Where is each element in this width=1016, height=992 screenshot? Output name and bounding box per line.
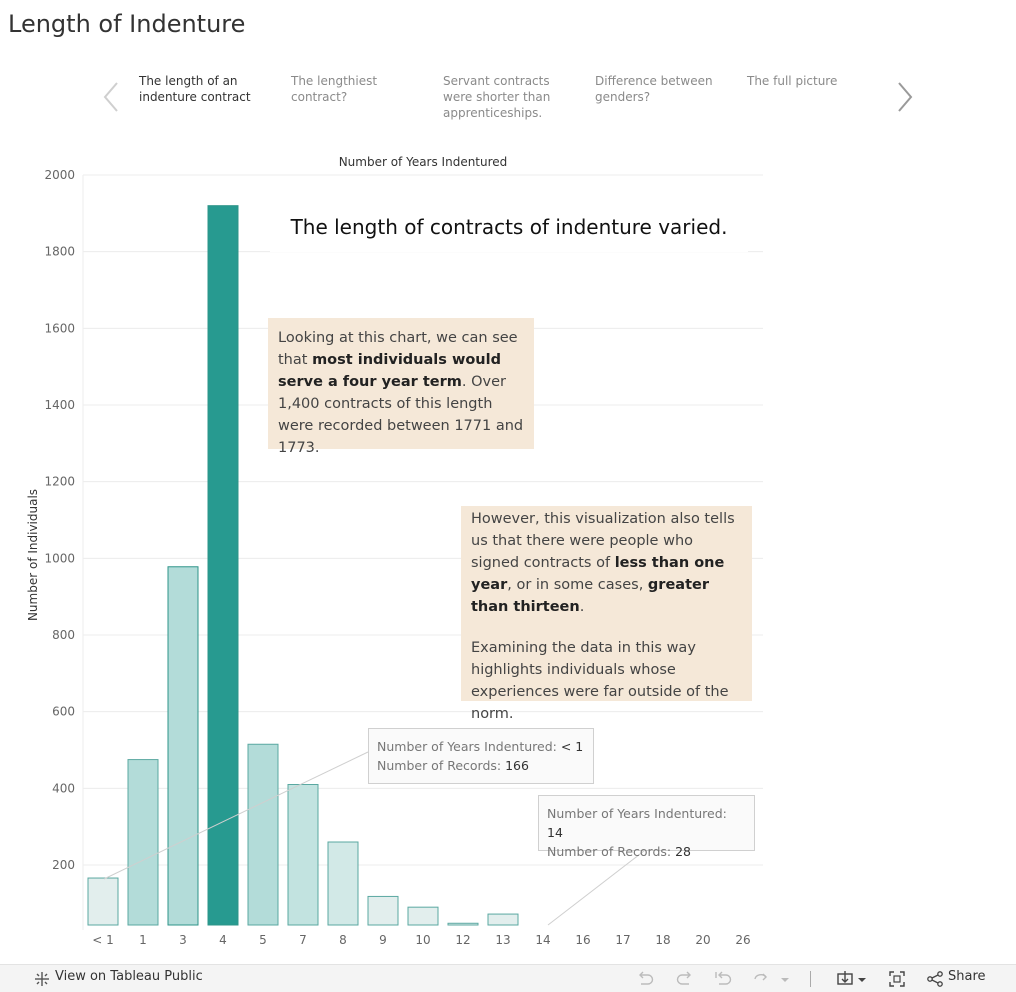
download-dropdown-icon[interactable] xyxy=(856,970,868,988)
undo-icon[interactable] xyxy=(636,970,654,988)
bar-8[interactable] xyxy=(327,841,359,926)
callout-outliers: However, this visualization also tells u… xyxy=(461,506,752,722)
refresh-dropdown-icon[interactable] xyxy=(779,970,791,988)
x-tick-label: 26 xyxy=(735,933,750,947)
share-icon[interactable] xyxy=(926,970,944,988)
story-point-1[interactable]: The length of an indenture contract xyxy=(139,74,251,104)
x-tick-label: 1 xyxy=(139,933,147,947)
x-tick-label: 12 xyxy=(455,933,470,947)
x-tick-label: 8 xyxy=(339,933,347,947)
bar-1[interactable] xyxy=(87,877,119,926)
x-tick-label: 4 xyxy=(219,933,227,947)
bar-9[interactable] xyxy=(367,895,399,926)
story-point-4[interactable]: Difference between genders? xyxy=(595,74,713,104)
bar-3[interactable] xyxy=(167,566,199,926)
view-on-tableau-link[interactable]: View on Tableau Public xyxy=(55,969,203,984)
download-icon[interactable] xyxy=(836,970,854,988)
callout-four-year: Looking at this chart, we can see that m… xyxy=(268,318,534,456)
tooltip-2-leader xyxy=(547,850,645,926)
toolbar-divider xyxy=(810,971,811,987)
story-point-3[interactable]: Servant contracts were shorter than appr… xyxy=(443,74,551,120)
chart-headline: The length of contracts of indenture var… xyxy=(270,205,748,252)
story-point-5[interactable]: The full picture xyxy=(747,74,838,88)
story-prev-button[interactable] xyxy=(100,80,122,114)
x-tick-label: 13 xyxy=(495,933,510,947)
bar-7[interactable] xyxy=(287,784,319,926)
bars xyxy=(87,205,519,926)
x-tick-label: 18 xyxy=(655,933,670,947)
y-tick-label: 600 xyxy=(52,705,75,719)
revert-icon[interactable] xyxy=(714,970,732,988)
y-tick-label: 1800 xyxy=(44,245,75,259)
fullscreen-icon[interactable] xyxy=(888,970,906,988)
x-tick-label: 10 xyxy=(415,933,430,947)
bar-10[interactable] xyxy=(407,906,439,926)
y-axis: 200 400 600 800 1000 1200 1400 1600 1800 2000 xyxy=(44,168,84,930)
y-tick-label: 1400 xyxy=(44,398,75,412)
y-axis-label: Number of Individuals xyxy=(26,489,40,621)
x-tick-label: 16 xyxy=(575,933,590,947)
chevron-right-icon xyxy=(898,82,913,112)
x-tick-label: 7 xyxy=(299,933,307,947)
x-tick-label: 9 xyxy=(379,933,387,947)
y-tick-label: 800 xyxy=(52,628,75,642)
x-tick-label: 5 xyxy=(259,933,267,947)
y-tick-label: 2000 xyxy=(44,168,75,182)
x-axis: < 1 1 3 4 5 7 8 9 10 12 13 14 16 17 18 20 26 xyxy=(92,933,750,947)
tableau-toolbar: View on Tableau Public xyxy=(0,964,1016,992)
story-next-button[interactable] xyxy=(894,80,916,114)
chevron-left-icon xyxy=(103,82,118,112)
story-point-2[interactable]: The lengthiest contract? xyxy=(291,74,378,104)
x-tick-label: 17 xyxy=(615,933,630,947)
y-tick-label: 200 xyxy=(52,858,75,872)
x-tick-label: < 1 xyxy=(92,933,114,947)
tooltip-fourteen: Number of Years Indentured: 14 Number of… xyxy=(538,795,755,859)
page-title: Length of Indenture xyxy=(8,10,246,38)
bar-5[interactable] xyxy=(247,743,279,926)
y-tick-label: 1200 xyxy=(44,475,75,489)
chart-title: Number of Years Indentured xyxy=(339,155,508,169)
bar-12[interactable] xyxy=(447,922,479,926)
x-tick-label: 3 xyxy=(179,933,187,947)
tooltip-1-leader xyxy=(103,751,369,880)
bar-13[interactable] xyxy=(487,913,519,926)
redo-icon[interactable] xyxy=(676,970,694,988)
y-tick-label: 400 xyxy=(52,781,75,795)
bar-1[interactable] xyxy=(127,759,159,926)
x-tick-label: 14 xyxy=(535,933,550,947)
bar-chart: 200 400 600 800 1000 1200 1400 1600 1800 2000 < 1… xyxy=(26,155,763,947)
refresh-icon[interactable] xyxy=(752,970,770,988)
tableau-logo-icon xyxy=(35,972,49,986)
y-tick-label: 1600 xyxy=(44,321,75,335)
tooltip-less-than-one: Number of Years Indentured: < 1 Number o… xyxy=(368,728,594,784)
bar-4[interactable] xyxy=(207,205,239,926)
share-button[interactable]: Share xyxy=(948,969,986,984)
x-tick-label: 20 xyxy=(695,933,710,947)
y-tick-label: 1000 xyxy=(44,551,75,565)
